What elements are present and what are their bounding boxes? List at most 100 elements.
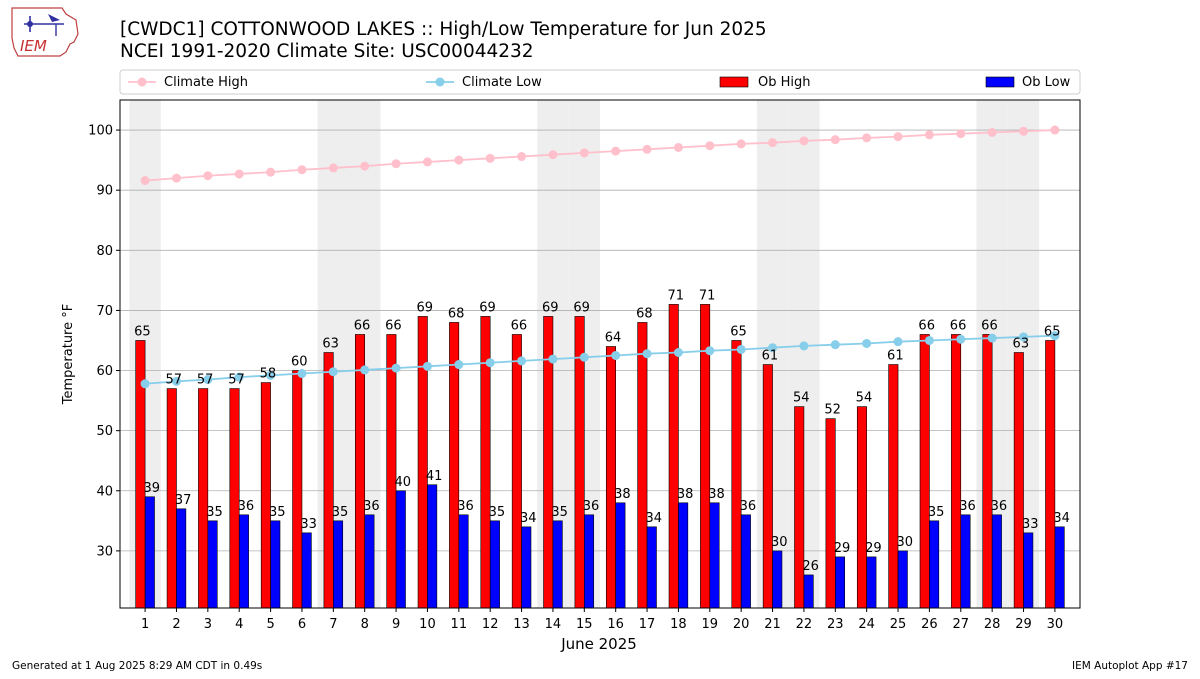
climate-low-point [140, 379, 150, 389]
ob-high-value-label: 69 [573, 300, 590, 315]
ob-high-value-label: 69 [479, 300, 496, 315]
iem-logo-text: IEM [20, 37, 47, 55]
climate-high-point [422, 157, 432, 167]
ob-low-value-label: 40 [395, 475, 412, 490]
climate-high-line [145, 129, 1055, 182]
ob-low-bar [584, 514, 595, 609]
ob-low-value-label: 36 [238, 499, 255, 514]
climate-low-point [328, 367, 338, 377]
ob-low-bar [866, 556, 877, 609]
ob-low-bar [646, 526, 657, 609]
x-tick-label: 25 [890, 617, 907, 632]
x-tick-label: 3 [204, 617, 212, 632]
ob-high-bar [637, 322, 648, 609]
ob-low-bar [364, 514, 375, 609]
climate-low-point [297, 369, 307, 379]
ob-low-value-label: 34 [520, 511, 537, 526]
ob-low-bar [991, 514, 1002, 609]
y-tick-label: 60 [96, 364, 113, 379]
ob-high-value-label: 65 [134, 324, 151, 339]
y-tick-label: 90 [96, 184, 113, 199]
y-tick-label: 40 [96, 484, 113, 499]
x-tick-label: 6 [298, 617, 306, 632]
x-tick-label: 7 [329, 617, 337, 632]
ob-high-bar [762, 364, 773, 609]
climate-high-point [642, 144, 652, 154]
ob-high-value-label: 66 [918, 318, 935, 333]
climate-low-point [830, 340, 840, 350]
ob-low-value-label: 36 [457, 499, 474, 514]
climate-low-point [956, 334, 966, 344]
ob-high-value-label: 65 [730, 324, 747, 339]
climate-high-point [579, 148, 589, 158]
ob-low-value-label: 35 [928, 505, 945, 520]
ob-low-bar [207, 520, 218, 609]
climate-lines [140, 125, 1060, 389]
ob-high-bar [982, 334, 993, 609]
ob-low-value-label: 38 [677, 487, 694, 502]
ob-high-value-label: 54 [856, 391, 873, 406]
climate-high-point [203, 171, 213, 181]
ob-low-value-label: 35 [269, 505, 286, 520]
ob-high-bar [260, 382, 271, 609]
ob-high-value-label: 71 [667, 288, 684, 303]
climate-low-point [736, 344, 746, 354]
legend-label-ob-high: Ob High [758, 75, 811, 90]
legend-item-climate-low: Climate Low [426, 75, 542, 90]
ob-high-bar [888, 364, 899, 609]
x-tick-label: 20 [733, 617, 750, 632]
climate-low-point [422, 361, 432, 371]
x-axis-title: June 2025 [560, 635, 637, 653]
x-tick-label: 4 [235, 617, 243, 632]
x-tick-label: 29 [1015, 617, 1032, 632]
climate-high-point [893, 132, 903, 142]
x-tick-label: 11 [451, 617, 468, 632]
climate-low-line [145, 334, 1055, 385]
x-tick-label: 22 [796, 617, 813, 632]
climate-high-point [1019, 126, 1029, 136]
ob-low-bar [552, 520, 563, 609]
ob-low-bar [395, 490, 406, 609]
climate-low-point [266, 370, 276, 380]
ob-low-bar [960, 514, 971, 609]
climate-high-point [360, 161, 370, 171]
legend-item-climate-high: Climate High [128, 75, 248, 90]
climate-low-point [234, 372, 244, 382]
ob-low-bar [333, 520, 344, 609]
ob-low-bar [1023, 532, 1034, 609]
x-tick-label: 30 [1047, 617, 1064, 632]
ob-low-bar [458, 514, 469, 609]
climate-low-point [579, 352, 589, 362]
climate-high-point [266, 167, 276, 177]
ob-low-value-label: 36 [740, 499, 757, 514]
ob-high-value-label: 61 [887, 349, 904, 364]
ob-low-value-label: 38 [708, 487, 725, 502]
climate-low-point [1019, 332, 1029, 342]
legend: Climate High Climate Low Ob High Ob Low [119, 69, 1081, 95]
ob-low-bar [301, 532, 312, 609]
x-tick-label: 1 [141, 617, 149, 632]
ob-low-value-label: 29 [865, 541, 882, 556]
climate-high-point [328, 163, 338, 173]
ob-low-value-label: 30 [771, 535, 788, 550]
ob-low-bar [176, 508, 187, 609]
ob-high-value-label: 57 [228, 373, 245, 388]
ob-high-value-label: 63 [1013, 336, 1030, 351]
x-tick-label: 12 [482, 617, 499, 632]
climate-high-point [517, 152, 527, 162]
ob-high-value-label: 66 [511, 318, 528, 333]
ob-low-value-label: 36 [583, 499, 600, 514]
climate-low-point [203, 375, 213, 385]
climate-high-point [297, 165, 307, 175]
ob-high-value-label: 66 [981, 318, 998, 333]
ob-low-value-label: 39 [144, 481, 161, 496]
climate-high-point [987, 127, 997, 137]
ob-high-value-label: 57 [197, 373, 214, 388]
climate-high-point [862, 133, 872, 143]
ob-high-bar [794, 406, 805, 609]
ob-low-value-label: 36 [959, 499, 976, 514]
ob-low-bar [427, 484, 438, 609]
ob-low-value-label: 35 [551, 505, 568, 520]
